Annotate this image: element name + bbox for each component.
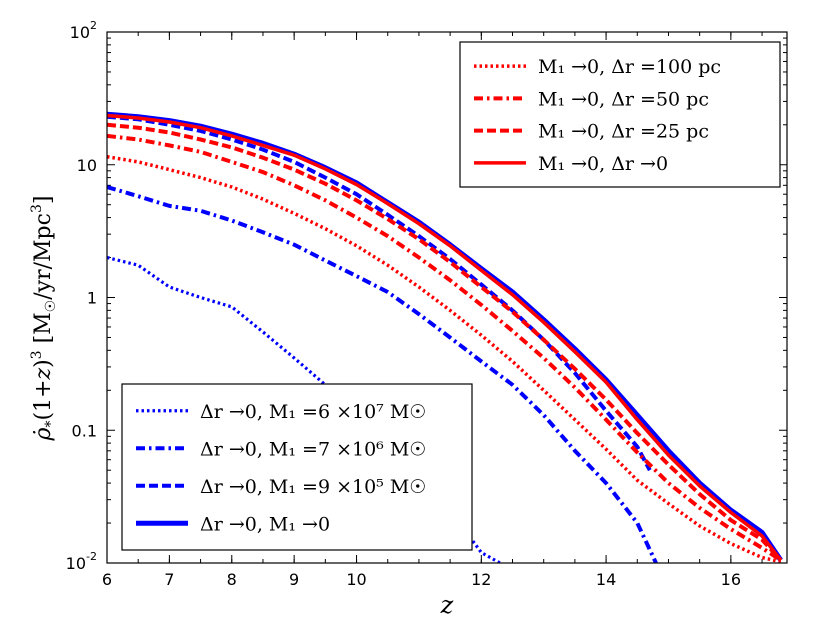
series-line-blue_6e7 (107, 255, 501, 563)
y-axis-label: ρ̇*(1+z)3 [M☉/yr/Mpc3] (29, 196, 59, 442)
series-line-blue_9e5 (107, 114, 652, 472)
legend-label-blue_9e5: Δr →0, M₁ =9 ×10⁵ M☉ (200, 476, 426, 498)
y-tick-label: 0.1 (72, 421, 97, 440)
x-tick-label: 10 (346, 570, 366, 589)
series-line-blue_7e6 (107, 185, 658, 563)
x-tick-label: 8 (227, 570, 237, 589)
x-tick-label: 14 (596, 570, 616, 589)
x-tick-label: 7 (164, 570, 174, 589)
legend-label-red_25: M₁ →0, Δr =25 pc (538, 121, 709, 143)
legend-label-red_100: M₁ →0, Δr =100 pc (538, 56, 721, 78)
plot-frame (106, 31, 788, 564)
legend-label-blue_0: Δr →0, M₁ →0 (200, 513, 330, 535)
x-tick-label: 6 (102, 570, 112, 589)
y-tick-label: 102 (70, 19, 97, 42)
series-line-red_50 (107, 133, 782, 562)
y-tick-label: 1 (87, 289, 97, 308)
legend-label-blue_7e6: Δr →0, M₁ =7 ×10⁶ M☉ (200, 438, 426, 460)
legend-label-red_50: M₁ →0, Δr =50 pc (538, 88, 709, 110)
legend-label-blue_6e7: Δr →0, M₁ =6 ×10⁷ M☉ (200, 401, 426, 423)
x-tick-label: 12 (471, 570, 491, 589)
x-axis-label: z (440, 591, 454, 619)
y-tick-label: 10 (77, 156, 97, 175)
legend-label-red_0: M₁ →0, Δr →0 (538, 153, 668, 175)
x-tick-label: 16 (721, 570, 741, 589)
series-line-red_0 (107, 113, 783, 562)
series-line-red_100 (107, 154, 782, 563)
legend-bottom-left: Δr →0, M₁ =6 ×10⁷ M☉ Δr →0, M₁ =7 ×10⁶ M☉… (121, 383, 473, 551)
x-tick-label: 9 (289, 570, 299, 589)
y-tick-label: 10-2 (66, 550, 97, 573)
legend-top-right: M₁ →0, Δr =100 pc M₁ →0, Δr =50 pc M₁ →0, … (459, 41, 781, 188)
